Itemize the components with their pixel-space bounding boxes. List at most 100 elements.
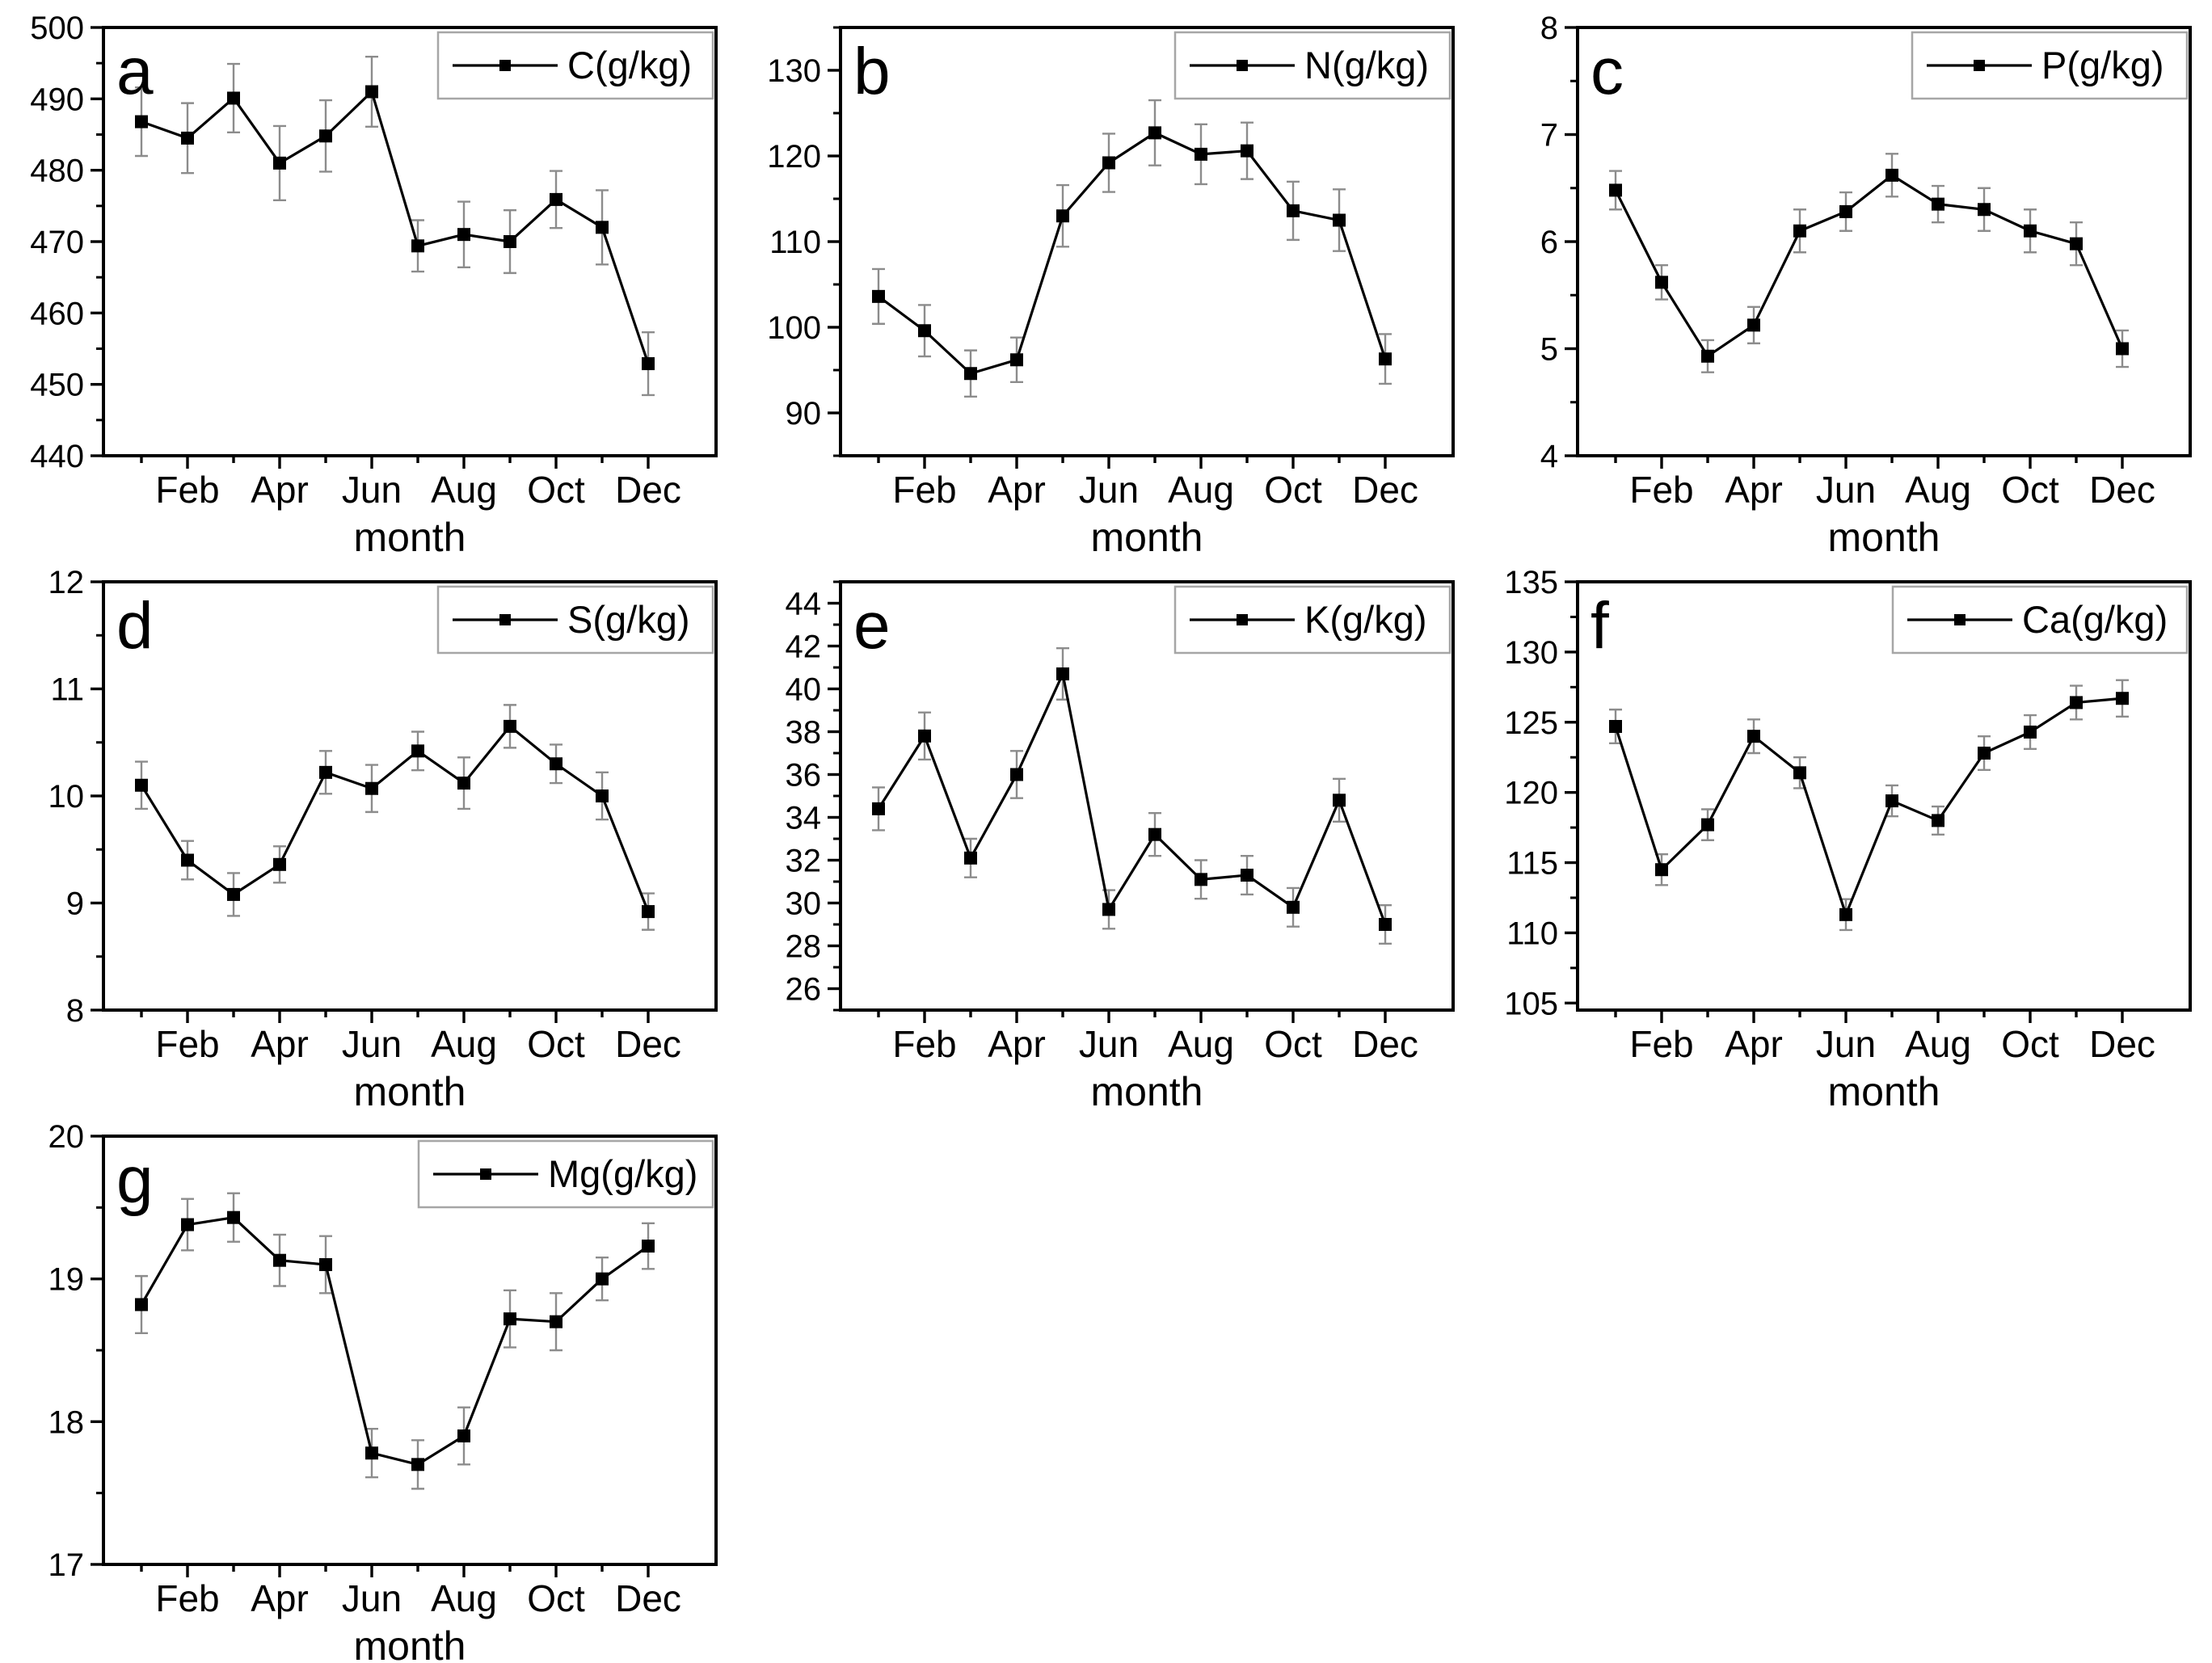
y-tick-label: 12: [48, 565, 85, 600]
data-point-marker: [503, 719, 517, 733]
x-tick-label: Aug: [1168, 1023, 1234, 1065]
error-bars: [871, 646, 1393, 945]
x-tick-label: Dec: [615, 1023, 681, 1065]
x-tick-label: Feb: [1629, 469, 1693, 511]
legend: N(g/kg): [1173, 31, 1451, 100]
legend-marker: [499, 614, 511, 625]
chart-d: 8 9 10 11 12 Feb Apr Jun Aug Oct Dec month S(g/kg) d: [48, 565, 718, 1109]
data-point-marker: [503, 1312, 517, 1326]
error-bars: [134, 56, 655, 397]
x-tick-label: Aug: [1168, 469, 1234, 511]
data-point-marker: [1700, 349, 1714, 363]
data-point-marker: [1333, 794, 1346, 807]
x-tick-label: Oct: [2001, 1023, 2059, 1065]
data-point-marker: [411, 1458, 425, 1471]
legend: K(g/kg): [1173, 585, 1451, 655]
data-point-marker: [1241, 144, 1254, 158]
data-point-marker: [642, 357, 655, 371]
data-point-marker: [963, 367, 977, 381]
x-tick-label: Feb: [155, 1023, 219, 1065]
y-tick-label: 30: [786, 886, 822, 922]
panel-letter: a: [116, 35, 154, 108]
x-tick-label: Oct: [1264, 469, 1322, 511]
error-bars: [134, 1192, 655, 1490]
panel-g: 17 18 19 20 Feb Apr Jun Aug Oct Dec month Mg(g/kg) g: [0, 1109, 737, 1663]
x-axis-title: month: [1828, 515, 1940, 554]
data-point-marker: [226, 887, 240, 901]
x-tick-label: Jun: [1816, 1023, 1876, 1065]
data-point-marker: [2024, 725, 2037, 739]
panel-e: 26 28 30 32 34 36 38 40 42 44 Feb Apr Jun Aug Oct Dec mo…: [737, 554, 1474, 1109]
chart-b: 90 100 110 120 130 Feb Apr Jun Aug Oct Dec month N(g…: [767, 26, 1455, 554]
y-tick-label: 44: [786, 587, 822, 622]
y-tick-label: 120: [1504, 776, 1558, 811]
x-tick-label: Aug: [1905, 1023, 1971, 1065]
panel-letter: f: [1591, 589, 1609, 663]
data-point-marker: [411, 239, 425, 253]
data-point-marker: [365, 1446, 379, 1460]
y-tick-label: 20: [48, 1119, 85, 1155]
data-point-marker: [917, 324, 931, 338]
data-point-marker: [1839, 204, 1853, 218]
data-point-marker: [550, 192, 563, 206]
series-line: [1614, 697, 2123, 919]
x-tick-label: Aug: [431, 1577, 497, 1619]
legend: P(g/kg): [1911, 31, 2189, 100]
x-tick-label: Oct: [527, 1577, 585, 1619]
y-tick-label: 90: [786, 396, 822, 432]
data-point-marker: [1885, 168, 1899, 182]
y-axis: 17 18 19 20: [48, 1119, 103, 1583]
data-point-marker: [180, 853, 194, 867]
x-axis-title: month: [1091, 515, 1203, 554]
legend-label: K(g/kg): [1304, 598, 1427, 641]
legend: Ca(g/kg): [1891, 585, 2189, 655]
data-point-marker: [1148, 827, 1162, 841]
data-point-marker: [596, 221, 609, 234]
data-point-marker: [457, 1429, 471, 1442]
y-tick-label: 125: [1504, 705, 1558, 741]
y-tick-label: 42: [786, 629, 822, 665]
x-axis-title: month: [354, 515, 466, 554]
y-tick-label: 115: [1506, 846, 1558, 882]
x-tick-label: Dec: [615, 469, 681, 511]
x-axis: Feb Apr Jun Aug Oct Dec: [140, 456, 681, 511]
legend-label: C(g/kg): [567, 44, 692, 86]
x-tick-label: Jun: [1816, 469, 1876, 511]
x-axis: Feb Apr Jun Aug Oct Dec: [877, 456, 1418, 511]
x-axis: Feb Apr Jun Aug Oct Dec: [877, 1010, 1418, 1065]
data-point-marker: [503, 235, 517, 248]
y-tick-label: 10: [48, 779, 85, 815]
x-tick-label: Apr: [1725, 469, 1783, 511]
x-tick-label: Oct: [2001, 469, 2059, 511]
data-point-marker: [365, 85, 379, 99]
data-point-marker: [642, 1240, 655, 1253]
data-point-marker: [550, 757, 563, 771]
data-point-marker: [1654, 276, 1668, 289]
x-tick-label: Oct: [527, 1023, 585, 1065]
x-tick-label: Feb: [892, 469, 956, 511]
x-tick-label: Jun: [1079, 469, 1139, 511]
y-axis: 105 110 115 120 125 130 135: [1504, 565, 1578, 1021]
y-tick-label: 18: [48, 1404, 85, 1440]
y-tick-label: 450: [30, 368, 84, 403]
data-point-marker: [180, 1218, 194, 1231]
error-bars: [134, 704, 655, 931]
legend: Mg(g/kg): [417, 1139, 714, 1209]
data-point-marker: [596, 1272, 609, 1286]
x-tick-label: Feb: [892, 1023, 956, 1065]
series-line: [877, 669, 1387, 925]
y-axis: 90 100 110 120 130: [767, 26, 841, 457]
data-points: [1608, 692, 2130, 921]
data-point-marker: [1333, 213, 1346, 227]
data-point-marker: [1793, 766, 1807, 780]
data-point-marker: [273, 1253, 287, 1267]
chart-e: 26 28 30 32 34 36 38 40 42 44 Feb Apr Jun Aug Oct Dec mo…: [786, 580, 1455, 1109]
data-point-marker: [1932, 814, 1945, 827]
x-tick-label: Dec: [1352, 1023, 1418, 1065]
x-tick-label: Dec: [615, 1577, 681, 1619]
y-tick-label: 135: [1504, 565, 1558, 600]
y-axis: 26 28 30 32 34 36 38 40 42 44: [786, 580, 841, 1012]
data-point-marker: [963, 851, 977, 865]
y-tick-label: 470: [30, 225, 84, 260]
x-tick-label: Feb: [155, 469, 219, 511]
